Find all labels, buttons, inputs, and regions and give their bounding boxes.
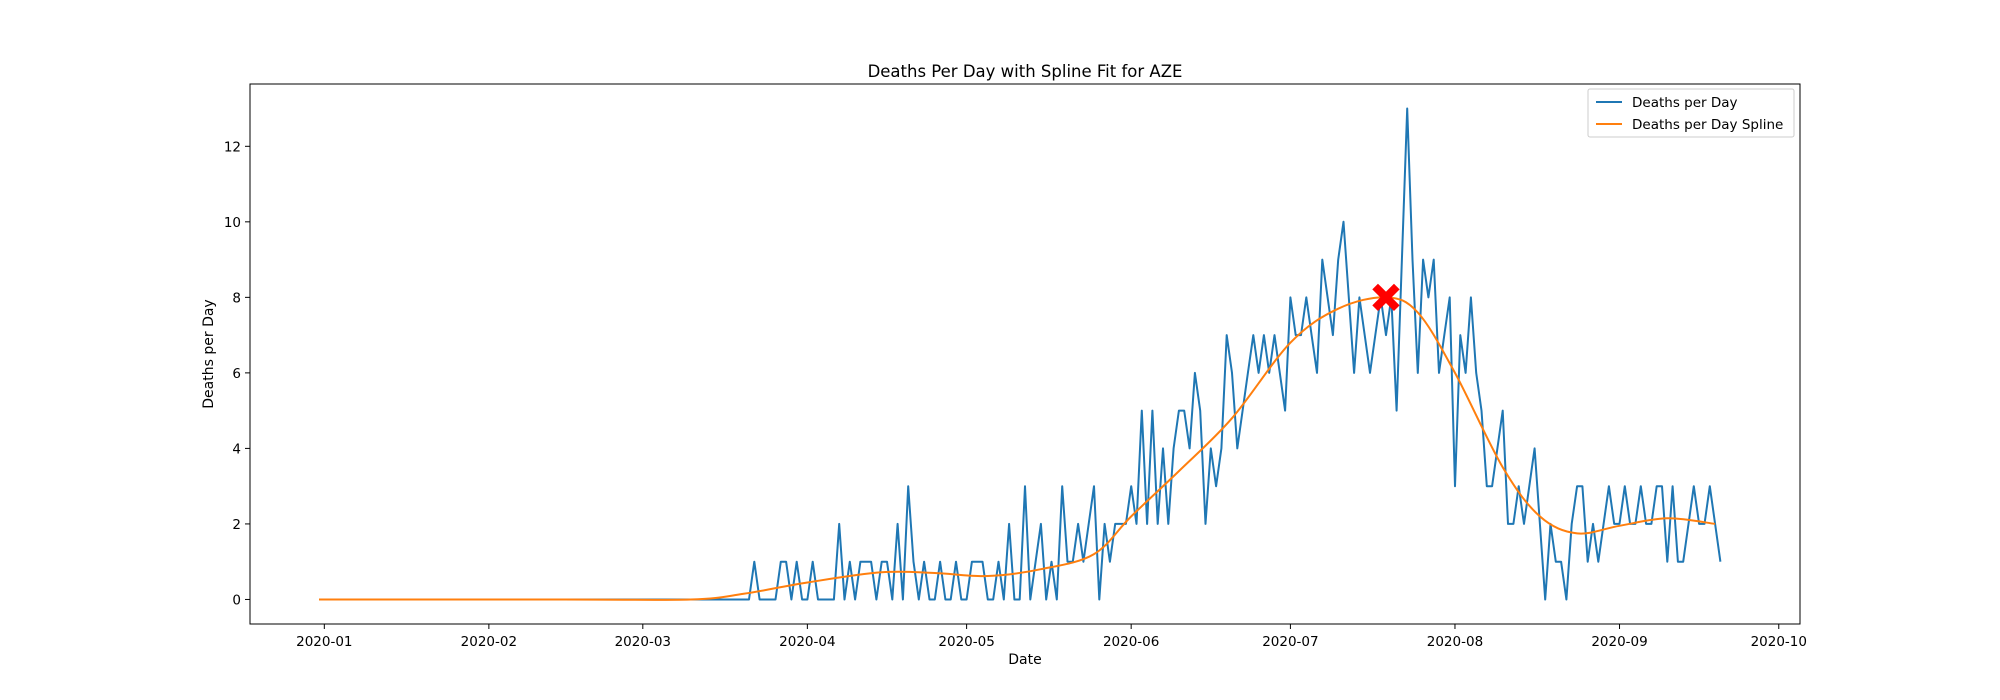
y-tick-label: 8 (232, 290, 241, 306)
x-tick-label: 2020-06 (1103, 634, 1159, 650)
y-tick-label: 2 (232, 517, 241, 533)
y-tick-label: 0 (232, 592, 241, 608)
y-tick-label: 6 (232, 366, 241, 382)
legend: Deaths per Day Deaths per Day Spline (1587, 88, 1795, 138)
y-tick-label: 12 (224, 139, 241, 155)
series-layer (318, 107, 1722, 601)
x-tick-label: 2020-04 (779, 634, 835, 650)
legend-label-deaths: Deaths per Day (1632, 95, 1738, 111)
plot-frame (249, 83, 1801, 625)
x-tick-label: 2020-01 (296, 634, 352, 650)
y-tick-label: 4 (232, 441, 241, 457)
x-axis: 2020-01 2020-02 2020-03 2020-04 2020-05 2020-… (296, 624, 1807, 650)
chart-title: Deaths Per Day with Spline Fit for AZE (868, 62, 1183, 81)
x-tick-label: 2020-10 (1751, 634, 1807, 650)
y-axis-label: Deaths per Day (201, 299, 217, 408)
y-tick-label: 10 (224, 215, 241, 231)
x-tick-label: 2020-03 (615, 634, 671, 650)
x-tick-label: 2020-02 (461, 634, 517, 650)
peak-marker (1372, 283, 1400, 312)
legend-label-spline: Deaths per Day Spline (1632, 117, 1783, 133)
x-tick-label: 2020-05 (938, 634, 994, 650)
x-tick-label: 2020-08 (1427, 634, 1483, 650)
legend-box (1587, 88, 1795, 138)
x-tick-label: 2020-09 (1591, 634, 1647, 650)
x-tick-label: 2020-07 (1262, 634, 1318, 650)
x-axis-label: Date (1008, 652, 1041, 668)
y-axis: 0 2 4 6 8 10 12 (224, 139, 250, 608)
series-line-spline (318, 296, 1716, 601)
